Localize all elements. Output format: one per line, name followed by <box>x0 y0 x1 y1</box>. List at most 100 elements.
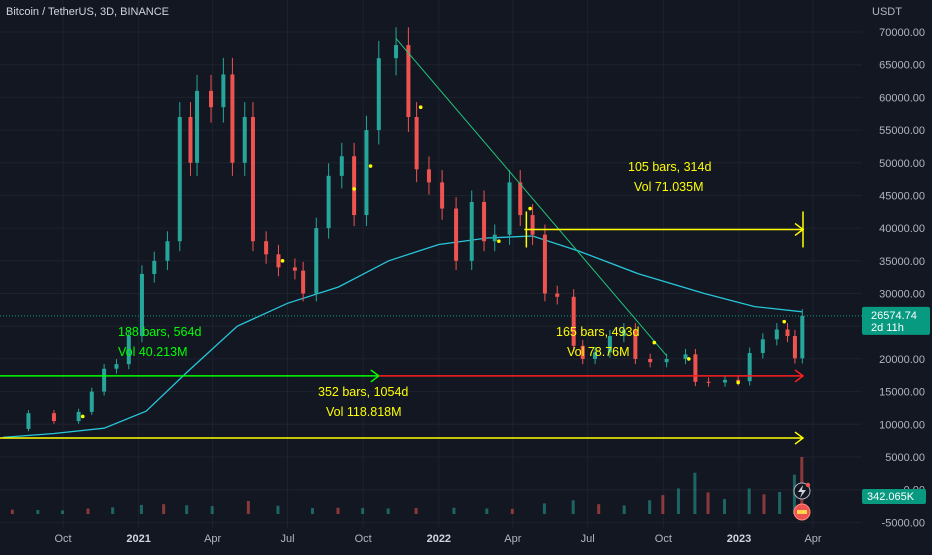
volume-bar <box>311 508 314 514</box>
candle <box>469 202 474 261</box>
notification-dot <box>805 482 811 488</box>
candle <box>800 315 805 359</box>
ma-200-line <box>2 235 803 439</box>
volume-bar <box>361 508 365 514</box>
volume-bar <box>86 508 90 514</box>
volume-bar <box>676 488 680 514</box>
y-tick-label: 30000.00 <box>879 289 925 301</box>
price-candles <box>26 27 805 432</box>
signal-dot <box>352 187 356 191</box>
signal-dot <box>687 357 691 361</box>
current-price-label: 26574.74 <box>871 310 917 322</box>
x-tick-label: Oct <box>54 533 71 545</box>
candle <box>414 117 419 170</box>
grid <box>0 0 862 528</box>
candle <box>364 130 369 216</box>
volume-bar <box>336 507 340 514</box>
volume-bar <box>386 508 390 514</box>
volume-tag <box>862 489 926 504</box>
volume-bar <box>597 504 601 514</box>
candle <box>188 117 193 163</box>
y-tick-label: 35000.00 <box>879 256 925 268</box>
measure-bear-range-bars-label: 165 bars, 493d <box>556 325 639 339</box>
volume-bar <box>485 508 489 514</box>
volume-bar <box>571 500 575 514</box>
candle <box>314 228 319 294</box>
volume-bar <box>723 499 727 514</box>
time-axis[interactable]: Oct 2021 Apr Jul Oct 2022 Apr Jul Oct 2023 Apr <box>54 533 821 545</box>
lightning-icon-glyph <box>798 485 806 498</box>
candle <box>723 379 728 383</box>
signal-dot <box>280 259 285 263</box>
measure-long-range-vol-label: Vol 118.818M <box>326 405 402 419</box>
price-axis[interactable]: 70000.00 65000.00 60000.00 55000.00 50000.00… <box>793 27 930 529</box>
measure-bear-range-arrow <box>794 369 805 383</box>
volume-bar <box>139 504 143 514</box>
candle <box>339 156 344 176</box>
measure-long-range-arrow <box>794 431 805 445</box>
x-tick-label: 2022 <box>427 533 451 545</box>
volume-bar <box>36 510 40 514</box>
candle <box>89 391 94 412</box>
candle <box>406 45 411 118</box>
candle <box>693 354 698 382</box>
volume-bar <box>762 494 766 514</box>
candle <box>292 267 297 271</box>
candle <box>580 345 585 359</box>
y-tick-label: 60000.00 <box>879 92 925 104</box>
candle <box>607 336 612 353</box>
candle <box>593 352 598 359</box>
signal-dot <box>652 340 657 345</box>
candle <box>664 358 669 363</box>
candle <box>555 293 560 297</box>
candle <box>152 260 157 274</box>
drawings[interactable]: 188 bars, 564d Vol 40.213M 165 bars, 493d V… <box>0 38 805 445</box>
candle <box>440 182 445 209</box>
volume-bar <box>648 500 652 514</box>
candle <box>114 364 119 369</box>
measure-long-range-bars-label: 352 bars, 1054d <box>318 385 408 399</box>
x-tick-label: 2021 <box>126 533 150 545</box>
volume-bar <box>622 505 626 514</box>
candle <box>530 215 535 235</box>
candle <box>264 241 269 255</box>
measure-bear-range-vol-label: Vol 78.76M <box>567 345 630 359</box>
candle <box>326 175 331 229</box>
y-tick-label: 55000.00 <box>879 125 925 137</box>
volume-bar <box>693 472 697 514</box>
y-tick-label: 5000.00 <box>885 452 925 464</box>
candle <box>230 74 235 163</box>
candle <box>482 202 487 242</box>
candle <box>683 354 688 359</box>
candle <box>76 411 81 422</box>
symbol-title[interactable]: Bitcoin / TetherUS, 3D, BINANCE <box>6 6 170 18</box>
candle <box>51 413 56 422</box>
measure-2021-rally-bars-label: 188 bars, 564d <box>118 325 201 339</box>
volume-bars <box>10 457 804 514</box>
volume-bar <box>510 508 514 514</box>
y-tick-label: 65000.00 <box>879 60 925 72</box>
candle <box>760 339 765 354</box>
measure-current-range-vol-label: Vol 71.035M <box>634 180 704 194</box>
candle <box>454 208 459 261</box>
x-tick-label: Apr <box>804 533 821 545</box>
candle <box>785 329 790 337</box>
candle <box>518 182 523 216</box>
x-tick-label: 2023 <box>727 533 751 545</box>
x-tick-label: Jul <box>280 533 294 545</box>
volume-bar <box>210 506 214 514</box>
x-tick-label: Oct <box>355 533 372 545</box>
candle <box>242 117 247 163</box>
candle <box>376 58 381 131</box>
candle <box>221 74 226 108</box>
countdown-label: 2d 11h <box>871 322 904 334</box>
candle <box>195 90 200 163</box>
signal-dot <box>80 414 85 419</box>
signal-dot <box>782 319 787 324</box>
candle <box>507 182 512 235</box>
candle <box>102 368 107 392</box>
x-tick-label: Apr <box>204 533 221 545</box>
volume-bar <box>61 510 64 514</box>
